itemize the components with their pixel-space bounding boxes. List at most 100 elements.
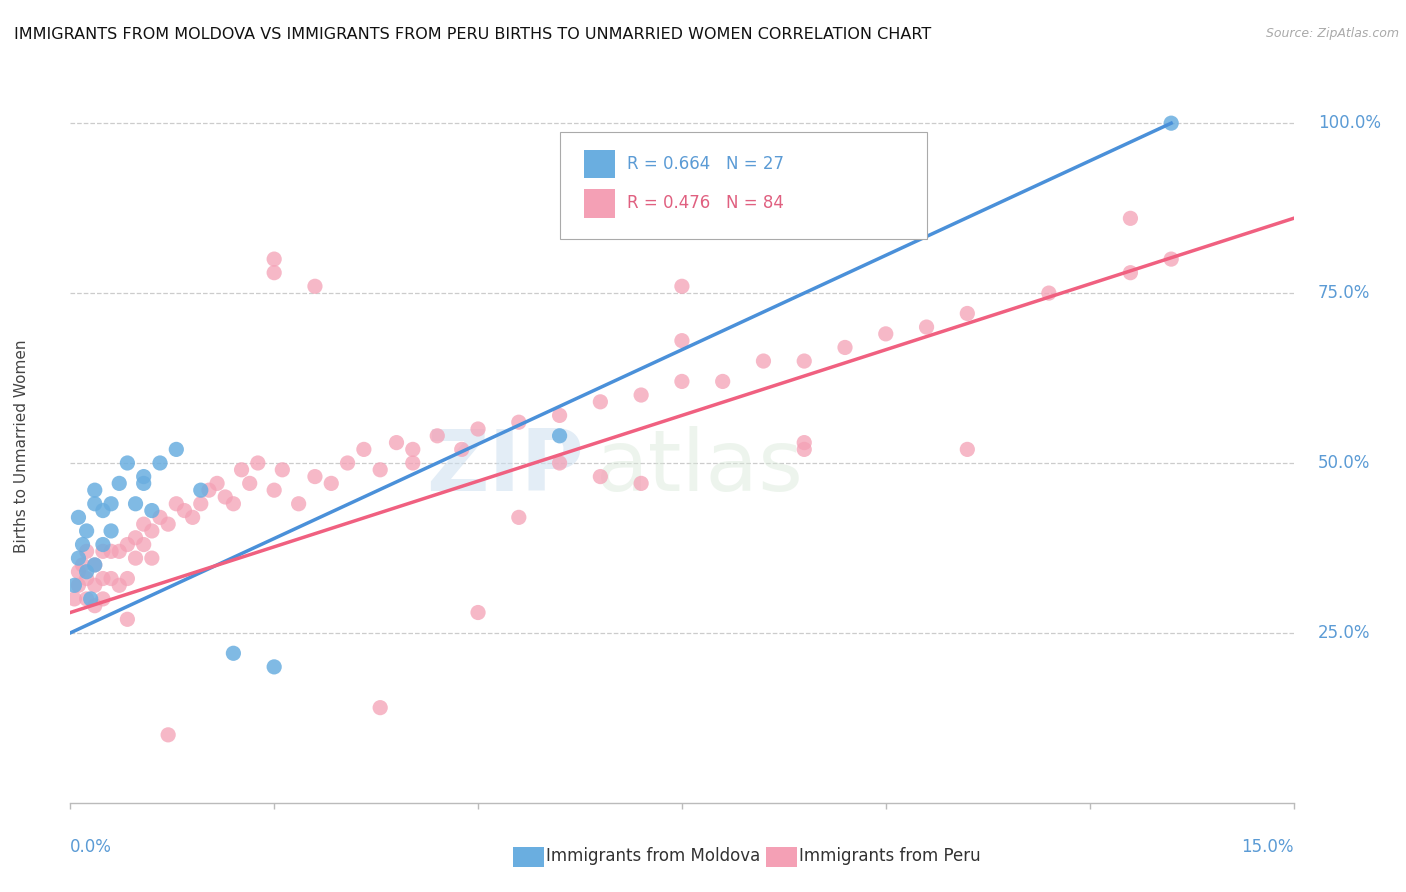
Point <box>157 517 180 532</box>
Point <box>263 483 285 498</box>
Point <box>100 524 122 538</box>
Point <box>263 266 285 280</box>
Point <box>205 476 228 491</box>
Point <box>402 456 425 470</box>
Point <box>711 375 734 389</box>
Text: Immigrants from Moldova: Immigrants from Moldova <box>546 847 759 865</box>
Point <box>157 728 180 742</box>
Point <box>141 551 163 566</box>
Point <box>67 565 90 579</box>
Point <box>231 463 253 477</box>
Point <box>173 503 195 517</box>
Point <box>450 442 472 457</box>
Bar <box>583 150 614 178</box>
Point <box>589 394 612 409</box>
Point <box>83 497 105 511</box>
Point <box>508 510 530 524</box>
Point <box>91 572 114 586</box>
Point <box>214 490 236 504</box>
Point <box>304 279 326 293</box>
Point <box>63 578 86 592</box>
Point <box>467 606 489 620</box>
Point <box>353 442 375 457</box>
Point <box>956 306 979 320</box>
Point <box>72 558 94 572</box>
Point <box>915 320 938 334</box>
Point <box>132 476 155 491</box>
Point <box>79 591 103 606</box>
Point <box>834 341 856 355</box>
Point <box>83 483 105 498</box>
Point <box>671 375 693 389</box>
Text: R = 0.664   N = 27: R = 0.664 N = 27 <box>627 155 785 173</box>
Point <box>91 503 114 517</box>
Text: 15.0%: 15.0% <box>1241 838 1294 856</box>
Point <box>117 456 139 470</box>
Point <box>83 578 105 592</box>
Point <box>91 544 114 558</box>
Point <box>76 544 98 558</box>
Point <box>181 510 204 524</box>
Point <box>1160 116 1182 130</box>
Point <box>67 510 90 524</box>
Point <box>548 409 571 423</box>
Point <box>108 578 131 592</box>
Point <box>956 442 979 457</box>
Text: atlas: atlas <box>596 425 804 509</box>
Point <box>630 476 652 491</box>
Point <box>190 483 212 498</box>
Point <box>467 422 489 436</box>
Point <box>239 476 262 491</box>
Text: 25.0%: 25.0% <box>1317 624 1371 642</box>
Point <box>76 572 98 586</box>
Point <box>100 572 122 586</box>
Point <box>124 531 146 545</box>
Point <box>793 435 815 450</box>
Point <box>83 599 105 613</box>
Text: 100.0%: 100.0% <box>1317 114 1381 132</box>
Point <box>100 497 122 511</box>
Point <box>671 279 693 293</box>
Point <box>385 435 408 450</box>
Text: 0.0%: 0.0% <box>70 838 112 856</box>
Point <box>124 497 146 511</box>
Point <box>336 456 359 470</box>
Point <box>1038 286 1060 301</box>
Point <box>141 503 163 517</box>
Point <box>875 326 897 341</box>
Text: Immigrants from Peru: Immigrants from Peru <box>799 847 980 865</box>
Text: Births to Unmarried Women: Births to Unmarried Women <box>14 339 30 553</box>
Point <box>165 497 187 511</box>
Point <box>108 544 131 558</box>
Point <box>793 442 815 457</box>
Point <box>1119 211 1142 226</box>
Text: 50.0%: 50.0% <box>1317 454 1371 472</box>
Point <box>72 537 94 551</box>
Point <box>117 572 139 586</box>
Point <box>508 415 530 429</box>
Point <box>793 354 815 368</box>
Point <box>165 442 187 457</box>
FancyBboxPatch shape <box>560 132 927 239</box>
Text: IMMIGRANTS FROM MOLDOVA VS IMMIGRANTS FROM PERU BIRTHS TO UNMARRIED WOMEN CORREL: IMMIGRANTS FROM MOLDOVA VS IMMIGRANTS FR… <box>14 27 931 42</box>
Point <box>190 497 212 511</box>
Point <box>630 388 652 402</box>
Point <box>752 354 775 368</box>
Point <box>198 483 221 498</box>
Point <box>263 660 285 674</box>
Point <box>304 469 326 483</box>
Point <box>83 558 105 572</box>
Text: ZIP: ZIP <box>426 425 583 509</box>
Point <box>271 463 294 477</box>
Text: R = 0.476   N = 84: R = 0.476 N = 84 <box>627 194 783 212</box>
Point <box>67 578 90 592</box>
Point <box>589 469 612 483</box>
Point <box>108 476 131 491</box>
Point <box>76 524 98 538</box>
Point <box>83 558 105 572</box>
Point <box>246 456 269 470</box>
Point <box>368 463 391 477</box>
Point <box>426 429 449 443</box>
Point <box>1119 266 1142 280</box>
Bar <box>583 189 614 218</box>
